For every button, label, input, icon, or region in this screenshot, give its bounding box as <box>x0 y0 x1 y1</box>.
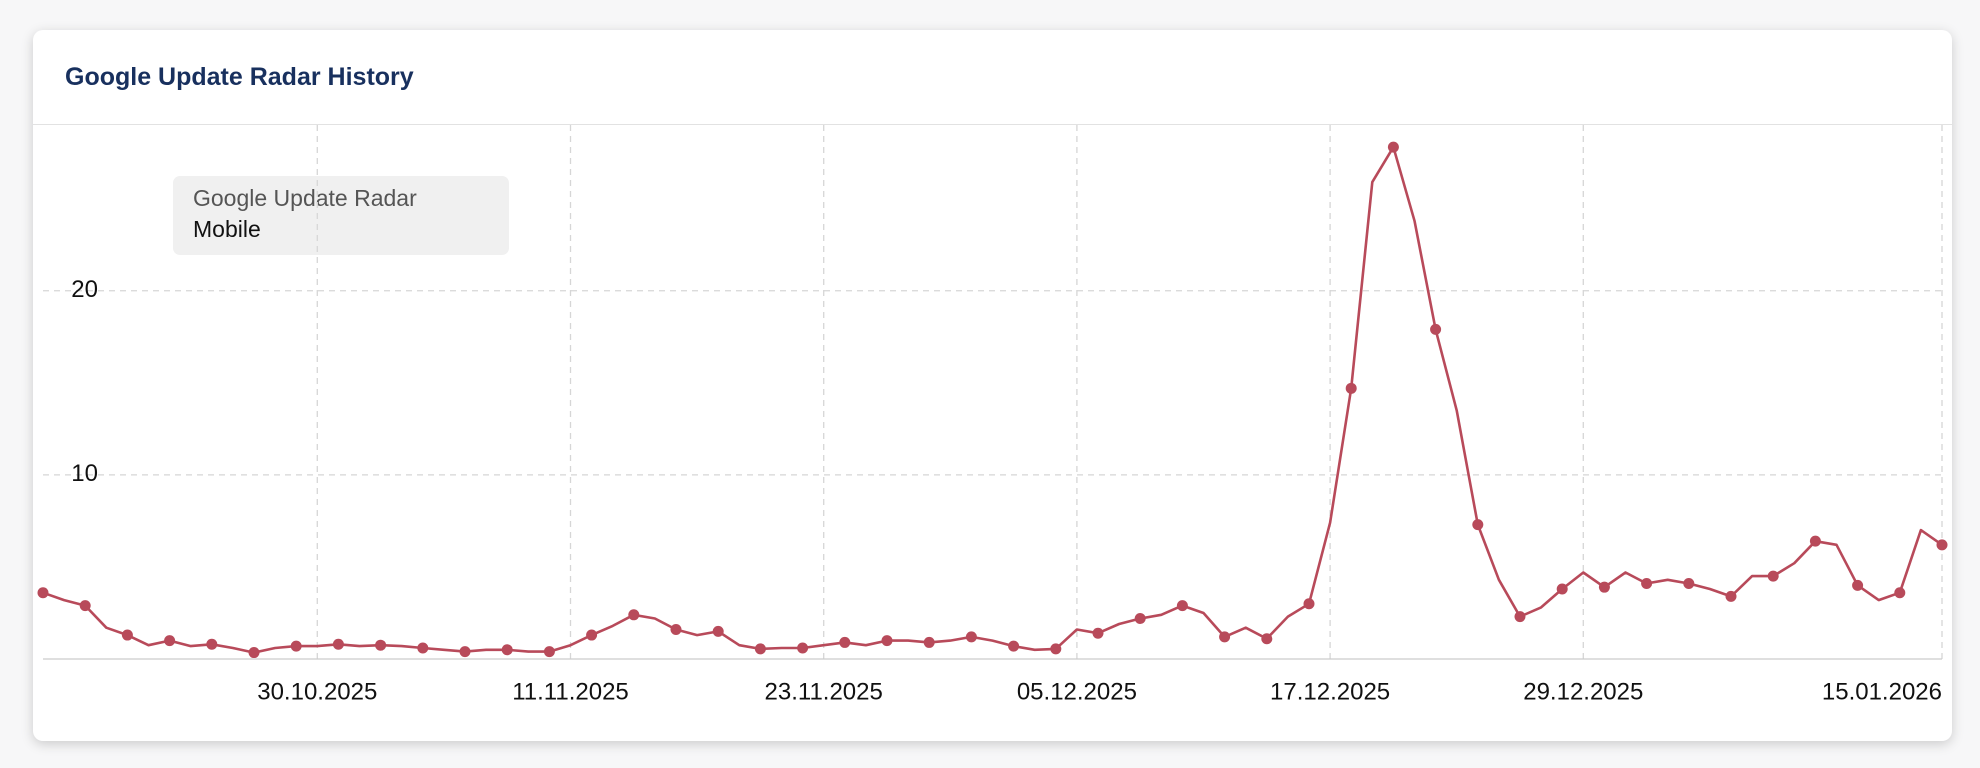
x-tick-label: 11.11.2025 <box>512 678 629 705</box>
data-point <box>543 646 555 658</box>
card-header: Google Update Radar History <box>33 30 1952 125</box>
chart-title: Google Update Radar History <box>65 62 414 91</box>
data-point <box>1303 598 1315 610</box>
data-point <box>1050 643 1062 655</box>
data-point <box>37 587 49 599</box>
data-point <box>459 646 471 658</box>
card: Google Update Radar History Google Updat… <box>33 30 1952 741</box>
data-point <box>1598 581 1610 593</box>
data-point <box>1092 627 1104 639</box>
data-point <box>79 600 91 612</box>
data-point <box>923 636 935 648</box>
data-point <box>1556 583 1568 595</box>
data-point <box>1767 570 1779 582</box>
data-point <box>965 631 977 643</box>
data-point <box>332 638 344 650</box>
data-point <box>501 644 513 656</box>
x-tick-label: 17.12.2025 <box>1270 678 1390 705</box>
data-point <box>839 636 851 648</box>
series-line <box>42 145 1943 654</box>
y-tick-label: 10 <box>71 460 98 487</box>
data-point <box>1134 612 1146 624</box>
data-point <box>1641 578 1653 590</box>
x-tick-label: 05.12.2025 <box>1017 678 1137 705</box>
data-point <box>586 629 598 641</box>
chart: Google Update Radar Mobile 10 20 30.10.202… <box>37 125 1948 705</box>
data-point <box>1683 578 1695 590</box>
data-point <box>164 635 176 647</box>
data-point <box>1514 611 1526 623</box>
data-point <box>881 635 893 647</box>
legend-title: Google Update Radar <box>193 185 417 211</box>
data-point <box>1219 631 1231 643</box>
data-point <box>1008 640 1020 652</box>
data-point <box>1261 633 1273 645</box>
data-point <box>670 624 682 636</box>
data-point <box>1472 519 1484 531</box>
data-point <box>1809 535 1821 547</box>
data-point <box>1176 600 1188 612</box>
legend-entry: Mobile <box>193 216 261 242</box>
data-point <box>1852 579 1864 591</box>
x-tick-label: 30.10.2025 <box>257 678 377 705</box>
data-point <box>712 625 724 637</box>
data-point <box>1345 382 1357 394</box>
data-point <box>121 629 133 641</box>
data-point <box>375 639 387 651</box>
data-point <box>248 647 260 659</box>
y-tick-label: 20 <box>71 276 98 303</box>
legend-box <box>173 176 509 255</box>
data-point <box>628 609 640 621</box>
data-point <box>417 642 429 654</box>
data-point <box>1936 539 1948 551</box>
data-point <box>1430 323 1442 335</box>
x-tick-label: 15.01.2026 <box>1822 678 1942 705</box>
x-tick-label: 29.12.2025 <box>1523 678 1643 705</box>
data-point <box>797 642 809 654</box>
data-point <box>290 640 302 652</box>
data-point <box>754 643 766 655</box>
x-tick-label: 23.11.2025 <box>765 678 883 705</box>
data-point <box>1387 141 1399 153</box>
data-point <box>1894 587 1906 599</box>
data-point <box>1725 590 1737 602</box>
data-point <box>206 638 218 650</box>
